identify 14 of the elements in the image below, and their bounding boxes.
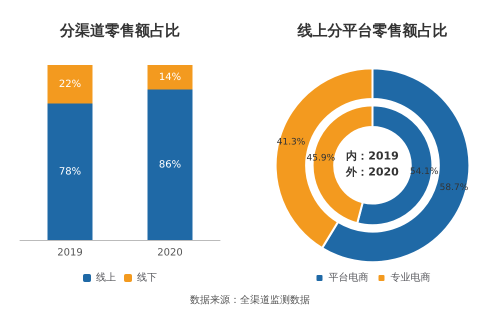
chart-title: 分渠道零售额占比 — [59, 22, 180, 40]
x-tick-label: 2019 — [57, 248, 83, 258]
data-label: 86% — [158, 159, 182, 170]
legend-label: 平台电商 — [328, 272, 368, 284]
data-label: 78% — [58, 166, 82, 178]
x-tick-label: 2020 — [157, 248, 183, 258]
data-label: 22% — [58, 78, 82, 90]
legend-label: 线下 — [137, 272, 157, 284]
legend-label: 专业电商 — [390, 272, 430, 284]
chart-title: 线上分平台零售额占比 — [296, 22, 448, 40]
legend-label: 线上 — [96, 272, 116, 284]
data-label: 14% — [158, 72, 182, 83]
source-note: 数据来源：全渠道监测数据 — [189, 294, 311, 307]
text: 内：2019 外：2020 — [345, 150, 400, 178]
